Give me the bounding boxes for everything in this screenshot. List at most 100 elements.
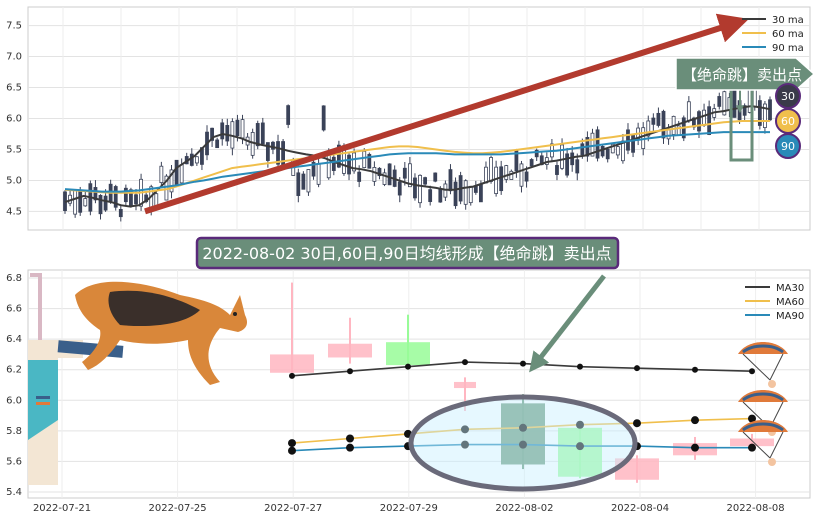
zoom-ma-point — [519, 440, 527, 449]
overview-candle-body — [240, 119, 245, 139]
overview-candle-body — [666, 129, 671, 140]
overview-candle-body — [509, 170, 514, 180]
overview-candle-body — [448, 169, 453, 192]
overview-candle-body — [260, 122, 265, 145]
overview-candle-body — [276, 141, 280, 165]
overview-candle-body — [352, 152, 357, 172]
zoom-ma-point — [289, 372, 295, 379]
overview-candle-body — [73, 190, 78, 215]
zoom-x-ticks: 2022-07-21 2022-07-25 2022-07-27 2022-07-29… — [33, 503, 785, 514]
overview-candle-body — [215, 139, 220, 149]
zoom-ma-point — [346, 443, 354, 452]
overview-candle-body — [362, 150, 367, 169]
sell-point-tag-text: 【绝命跳】卖出点 — [682, 66, 802, 84]
overview-y-tick-label: 5.5 — [6, 144, 22, 155]
overview-candle-body — [225, 125, 230, 142]
overview-ma-line-30 — [64, 105, 771, 208]
overview-candle-body — [534, 149, 539, 158]
overview-candle-body — [697, 111, 701, 132]
overview-candle-body — [580, 143, 585, 156]
overview-legend: 30 ma 60 ma 90 ma — [742, 15, 804, 54]
overview-candle-body — [590, 132, 595, 157]
zoom-candle-body — [328, 343, 372, 358]
overview-candle-body — [752, 88, 757, 107]
overview-y-tick-label: 6.0 — [6, 114, 22, 125]
overview-candle-body — [113, 186, 118, 208]
overview-candle-body — [159, 165, 164, 183]
zoom-highlight-ellipse — [408, 394, 638, 492]
overview-candle-body — [296, 172, 301, 196]
zoom-x-tick-label: 2022-08-04 — [611, 503, 669, 514]
overview-candle-body — [336, 144, 341, 168]
overview-candle-body — [123, 187, 128, 203]
ma-badge-60-text: 60 — [781, 115, 795, 128]
zoom-ma-point — [520, 360, 526, 367]
overview-candle-body — [686, 101, 691, 121]
zoom-x-tick-label: 2022-08-02 — [495, 503, 553, 514]
overview-candle-body — [306, 169, 311, 193]
overview-candle-body — [529, 159, 534, 167]
overview-candle-body — [331, 156, 336, 171]
overview-candle-body — [311, 161, 316, 177]
overview-candle-body — [438, 188, 443, 203]
overview-candle-body — [321, 105, 326, 131]
overview-y-tick-label: 6.5 — [6, 83, 22, 94]
ma-badge-60: 60 — [775, 108, 801, 134]
zoom-legend-ma60: MA60 — [776, 297, 804, 308]
overview-candle-body — [413, 177, 417, 199]
overview-ma-line-90 — [64, 131, 770, 193]
overview-candle-body — [722, 91, 727, 116]
overview-y-tick-label: 4.5 — [6, 206, 22, 217]
overview-candle-body — [179, 164, 184, 184]
zoom-ma-point — [633, 419, 641, 428]
overview-candle-body — [610, 143, 615, 154]
overview-candle-body — [118, 209, 123, 218]
overview-candle-body — [407, 163, 412, 188]
ma-badge-30: 30 — [775, 83, 801, 109]
overview-legend-60: 60 ma — [772, 29, 804, 40]
overview-candle-body — [524, 171, 529, 182]
overview-y-tick-label: 7.0 — [6, 52, 22, 63]
overview-candle-body — [271, 141, 275, 150]
zoom-ma-point — [691, 443, 699, 452]
zoom-y-tick-label: 6.4 — [6, 334, 22, 345]
overview-candle-body — [301, 173, 306, 190]
overview-y-ticks: 4.5 5.0 5.5 6.0 6.5 7.0 7.5 — [6, 21, 22, 218]
overview-candle-body — [423, 177, 428, 185]
overview-candle-body — [468, 185, 473, 204]
overview-candle-body — [103, 195, 108, 211]
overview-candle-body — [732, 90, 737, 118]
zoom-ma-point — [692, 366, 698, 373]
zoom-candle-body — [454, 381, 476, 389]
signal-banner: 2022-08-02 30日,60日,90日均线形成【绝命跳】卖出点 — [195, 236, 620, 270]
overview-legend-90: 90 ma — [772, 43, 804, 54]
ma-badge-90-text: 90 — [781, 140, 795, 153]
overview-candle-body — [763, 103, 767, 128]
ma-badge-30-text: 30 — [781, 90, 795, 103]
zoom-ma-point — [576, 420, 584, 429]
zoom-ma-point — [634, 365, 640, 372]
overview-candle-body — [433, 172, 438, 182]
paraglider-illustration — [738, 342, 788, 466]
zoom-ma-lines — [288, 359, 756, 455]
overview-candle-body — [707, 106, 712, 135]
zoom-ma-point — [346, 434, 354, 443]
zoom-candle-body — [501, 403, 545, 465]
overview-candle-body — [661, 110, 666, 139]
zoom-x-tick-label: 2022-07-25 — [149, 503, 207, 514]
sell-point-tag: 【绝命跳】卖出点 — [675, 57, 816, 91]
zoom-legend-ma30: MA30 — [776, 283, 804, 294]
overview-candle-body — [499, 166, 504, 192]
overview-candle-body — [78, 190, 83, 213]
trend-arrow — [144, 13, 749, 215]
zoom-y-tick-label: 6.0 — [6, 395, 22, 406]
overview-candle-body — [220, 122, 225, 140]
overview-candle-body — [595, 129, 600, 159]
overview-candle-body — [235, 119, 240, 136]
zoom-y-tick-label: 6.2 — [6, 365, 22, 376]
overview-candle-body — [255, 123, 260, 147]
overview-candle-body — [210, 127, 214, 141]
zoom-candle-body — [270, 354, 314, 373]
overview-candle-body — [702, 109, 706, 126]
